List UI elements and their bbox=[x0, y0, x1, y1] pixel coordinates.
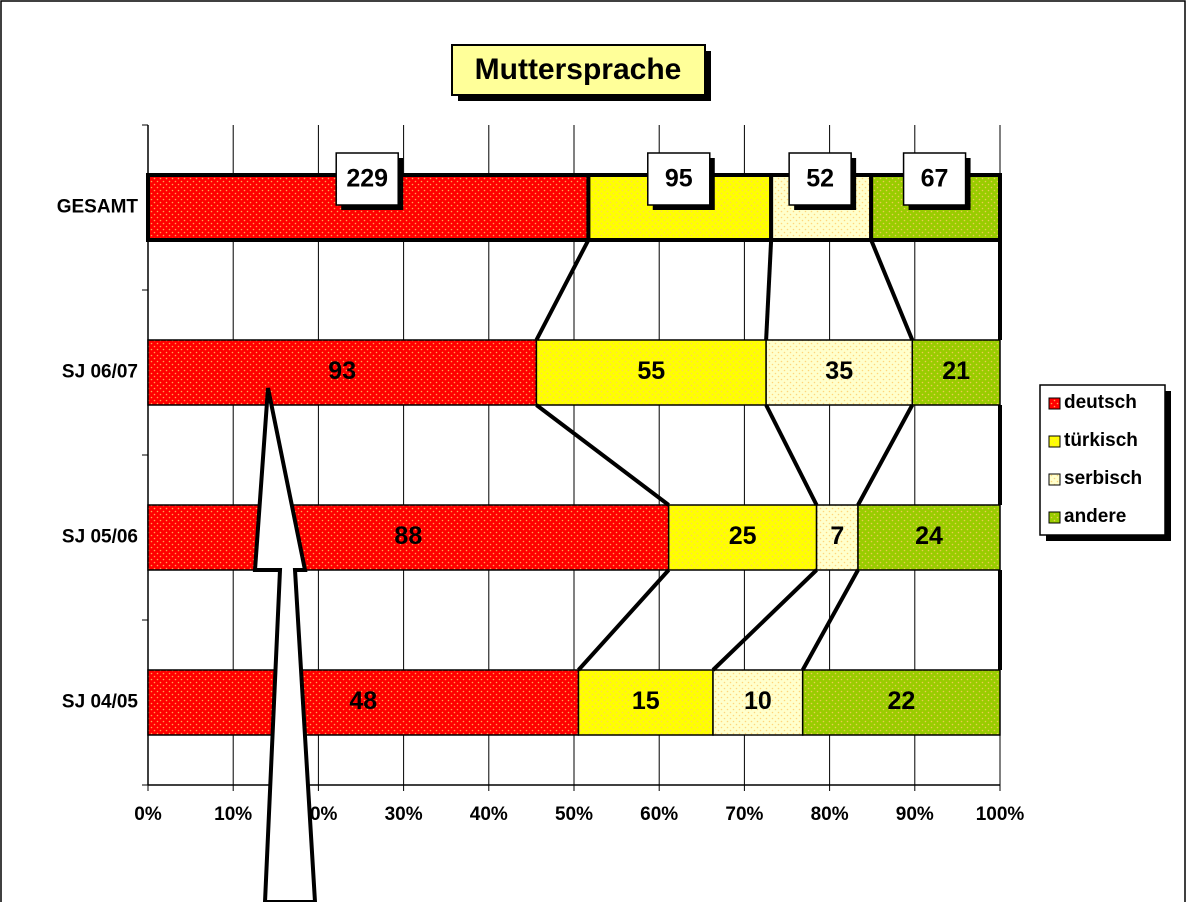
legend-label: andere bbox=[1064, 506, 1126, 527]
label-box bbox=[335, 152, 399, 206]
category-label: GESAMT bbox=[57, 197, 139, 218]
legend-swatch bbox=[1048, 397, 1061, 410]
x-tick-label: 70% bbox=[725, 804, 763, 825]
data-label: 229 bbox=[346, 165, 388, 193]
data-label: 22 bbox=[887, 687, 915, 715]
series-line bbox=[764, 239, 774, 341]
data-label: 88 bbox=[394, 522, 422, 550]
bar-segment bbox=[911, 339, 1001, 406]
series-line bbox=[711, 568, 818, 672]
data-label: 7 bbox=[830, 522, 844, 550]
series-line bbox=[534, 239, 591, 341]
legend-label: serbisch bbox=[1064, 468, 1142, 489]
series-line bbox=[535, 403, 670, 507]
legend bbox=[1039, 384, 1166, 536]
x-tick-label: 80% bbox=[811, 804, 849, 825]
data-label: 10 bbox=[744, 687, 772, 715]
bar-segment bbox=[712, 669, 804, 736]
x-tick-label: 30% bbox=[385, 804, 423, 825]
bar-segment bbox=[535, 339, 767, 406]
label-box bbox=[647, 152, 711, 206]
data-label: 95 bbox=[665, 165, 693, 193]
series-line bbox=[764, 404, 819, 506]
data-label: 35 bbox=[825, 357, 853, 385]
label-box bbox=[788, 152, 852, 206]
legend-label: deutsch bbox=[1064, 392, 1137, 413]
x-tick-label: 100% bbox=[976, 804, 1025, 825]
data-label: 48 bbox=[349, 687, 377, 715]
data-label: 67 bbox=[921, 165, 949, 193]
title-box bbox=[451, 44, 706, 96]
data-label: 25 bbox=[729, 522, 757, 550]
bar-segment bbox=[667, 504, 818, 571]
category-label: SJ 06/07 bbox=[62, 362, 138, 383]
data-label: 21 bbox=[942, 357, 970, 385]
data-label: 24 bbox=[915, 522, 943, 550]
x-tick-label: 40% bbox=[470, 804, 508, 825]
data-label: 52 bbox=[806, 165, 834, 193]
bar-segment bbox=[765, 339, 914, 406]
bar-segment bbox=[147, 669, 580, 736]
bar-segment bbox=[577, 669, 714, 736]
legend-swatch bbox=[1048, 473, 1061, 486]
series-line bbox=[576, 568, 671, 672]
series-line bbox=[856, 404, 915, 506]
series-line bbox=[869, 239, 915, 341]
chart-title: Muttersprache bbox=[475, 53, 682, 86]
data-label: 15 bbox=[632, 687, 660, 715]
series-line bbox=[800, 569, 860, 671]
category-label: SJ 05/06 bbox=[62, 527, 138, 548]
x-tick-label: 0% bbox=[134, 804, 162, 825]
legend-swatch bbox=[1048, 511, 1061, 524]
bar-segment bbox=[815, 504, 859, 571]
bar-segment bbox=[857, 504, 1001, 571]
x-tick-label: 50% bbox=[555, 804, 593, 825]
arrow-annotation bbox=[252, 387, 318, 902]
legend-label: türkisch bbox=[1064, 430, 1138, 451]
bar-segment bbox=[147, 339, 538, 406]
bar-segment bbox=[147, 504, 670, 571]
data-label: 93 bbox=[328, 357, 356, 385]
x-tick-label: 90% bbox=[896, 804, 934, 825]
bar-segment bbox=[801, 669, 1001, 736]
data-label: 55 bbox=[637, 357, 665, 385]
x-tick-label: 60% bbox=[640, 804, 678, 825]
label-box bbox=[902, 152, 967, 206]
category-label: SJ 04/05 bbox=[62, 692, 138, 713]
x-tick-label: 10% bbox=[214, 804, 252, 825]
legend-swatch bbox=[1048, 435, 1061, 448]
